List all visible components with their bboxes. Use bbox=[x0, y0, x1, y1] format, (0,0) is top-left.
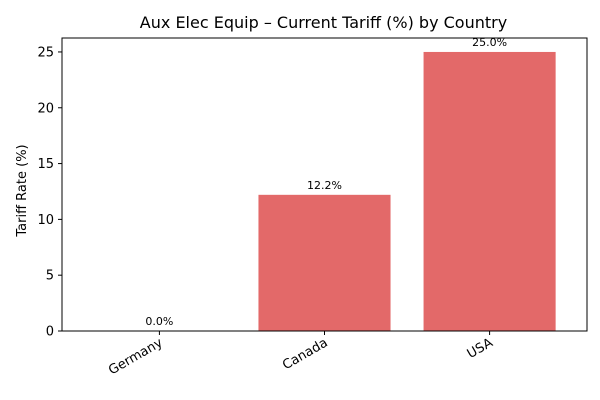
x-tick-label-canada: Canada bbox=[280, 335, 330, 373]
y-axis-ticks: 0 5 10 15 20 25 bbox=[37, 45, 62, 340]
plot-frame bbox=[61, 37, 588, 332]
x-tick-label-germany: Germany bbox=[106, 335, 166, 378]
y-tick-label: 20 bbox=[37, 101, 54, 116]
chart-title: Aux Elec Equip – Current Tariff (%) by C… bbox=[140, 13, 507, 32]
y-tick-label: 15 bbox=[37, 157, 54, 172]
data-label-usa: 25.0% bbox=[472, 36, 507, 49]
bar-canada bbox=[258, 194, 391, 331]
y-axis-label: Tariff Rate (%) bbox=[15, 144, 30, 237]
data-label-germany: 0.0% bbox=[145, 315, 173, 328]
data-labels-group: 0.0% 12.2% 25.0% bbox=[145, 36, 507, 328]
data-label-canada: 12.2% bbox=[307, 179, 342, 192]
x-tick-label-usa: USA bbox=[465, 335, 496, 361]
y-tick-label: 0 bbox=[46, 325, 54, 340]
y-tick-label: 10 bbox=[37, 213, 54, 228]
y-tick-label: 25 bbox=[37, 45, 54, 60]
x-axis-ticks: Germany Canada USA bbox=[106, 331, 496, 378]
bars-group bbox=[258, 51, 556, 331]
y-tick-label: 5 bbox=[46, 269, 54, 284]
bar-usa bbox=[423, 51, 556, 331]
